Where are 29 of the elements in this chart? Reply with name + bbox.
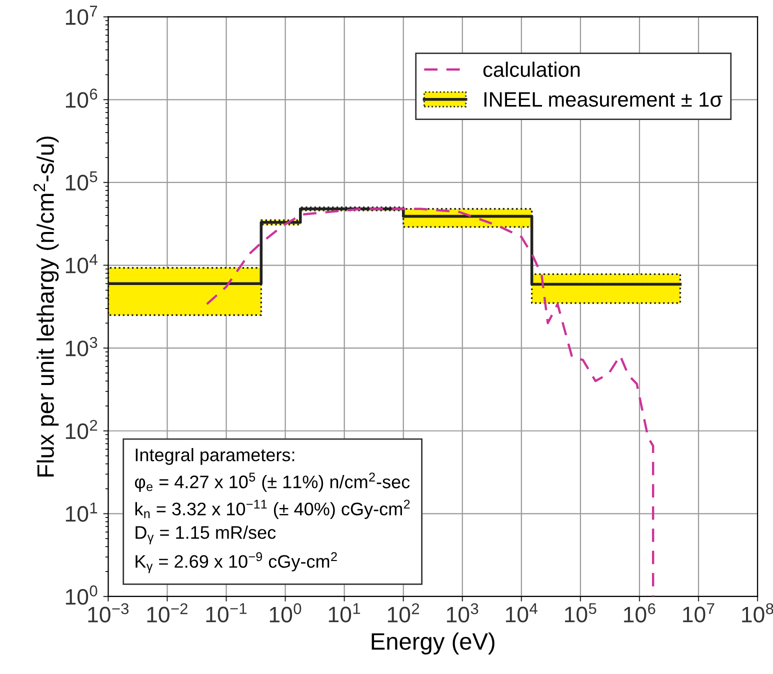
- x-axis-title: Energy (eV): [372, 632, 494, 654]
- annotation: Integral parameters:: [136, 448, 294, 465]
- x-tick-label: 10$^{4}$: [506, 603, 538, 622]
- x-tick-label: 10$^{7}$: [683, 603, 714, 622]
- annotation: K$_{γ}$ = 2.69 x 10$^{−9}$ cGy-cm$^{2}$: [136, 552, 337, 574]
- y-axis-title: Flux per unit lethargy (n/cm$^{2}$-s/u): [33, 136, 59, 477]
- x-tick-label: 10$^{−3}$: [88, 603, 129, 623]
- x-tick-label: 10$^{1}$: [328, 603, 360, 622]
- annotation: φ$_{e}$ = 4.27 x 10$^{5}$ (± 11%) n/cm$^{2}$-sec: [134, 472, 410, 492]
- x-tick-label: 10$^{−2}$: [147, 603, 188, 623]
- x-tick-label: 10$^{3}$: [446, 603, 478, 623]
- y-tick-label: 10$^{6}$: [66, 88, 98, 108]
- y-tick-label: 10$^{4}$: [66, 254, 98, 274]
- annotation: k$_{n}$ = 3.32 x 10$^{−11}$ (± 40%) cGy-cm$^{2}$: [135, 500, 410, 519]
- x-tick-label: 10$^{8}$: [742, 603, 773, 623]
- y-tick-label: 10$^{5}$: [66, 171, 98, 191]
- x-tick-label: 10$^{0}$: [270, 603, 302, 623]
- x-tick-label: 10$^{−1}$: [206, 603, 247, 622]
- y-tick-label: 10$^{1}$: [66, 502, 98, 522]
- legend-label: INEEL measurement ± 1σ: [484, 92, 722, 107]
- y-tick-label: 10$^{2}$: [66, 420, 98, 440]
- x-tick-label: 10$^{6}$: [624, 603, 656, 623]
- x-tick-label: 10$^{2}$: [388, 603, 420, 623]
- y-tick-label: 10$^{0}$: [66, 585, 98, 605]
- x-tick-label: 10$^{5}$: [565, 603, 596, 622]
- annotation: D$_{γ}$ = 1.15 mR/sec: [136, 526, 276, 544]
- y-tick-label: 10$^{3}$: [66, 337, 98, 356]
- legend-label: calculation: [483, 62, 580, 77]
- y-tick-label: 10$^{7}$: [66, 6, 98, 25]
